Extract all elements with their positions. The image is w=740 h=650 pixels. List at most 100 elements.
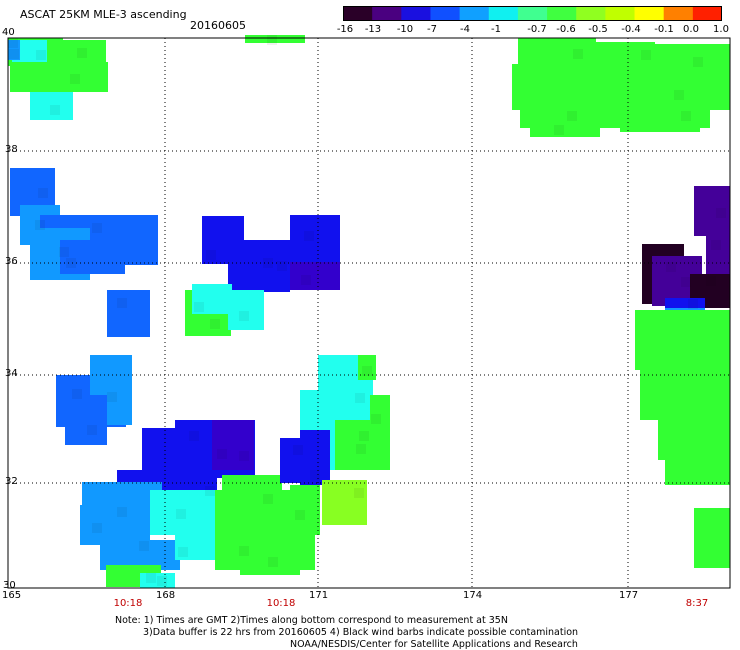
colorbar-segment (605, 6, 636, 21)
wind-cell-shade (293, 445, 303, 455)
wind-cell (658, 410, 730, 460)
wind-cell-shade (36, 50, 46, 60)
wind-cell-shade (117, 298, 127, 308)
longitude-label: 165 (2, 590, 22, 601)
wind-cell-shade (239, 546, 249, 556)
latitude-label: 38 (5, 144, 18, 155)
wind-cell (240, 555, 300, 575)
colorbar-label: -13 (364, 24, 382, 35)
wind-cell (620, 108, 700, 132)
wind-cell-shade (35, 220, 45, 230)
wind-cell (10, 62, 108, 92)
wind-cell-shade (70, 74, 80, 84)
colorbar-segment (488, 6, 519, 21)
colorbar-segment (343, 6, 373, 21)
wind-cell-shade (688, 299, 698, 309)
wind-cell-shade (681, 111, 691, 121)
colorbar-label: 0.0 (683, 24, 699, 35)
colorbar-segment (663, 6, 694, 21)
longitude-label: 177 (619, 590, 639, 601)
wind-cell-shade (681, 277, 691, 287)
wind-cell (80, 505, 150, 545)
time-label: 10:18 (113, 598, 143, 609)
wind-cell-shade (157, 576, 167, 586)
wind-cell-shade (567, 111, 577, 121)
wind-cell-shade (210, 319, 220, 329)
wind-cell-shade (117, 507, 127, 517)
wind-cell-shade (206, 250, 216, 260)
wind-cell (665, 455, 730, 485)
wind-cell-shade (38, 188, 48, 198)
colorbar-label: 1.0 (713, 24, 729, 35)
wind-cell-shade (176, 509, 186, 519)
colorbar-label: -0.6 (556, 24, 576, 35)
wind-cell-shade (146, 573, 156, 583)
colorbar-segment (547, 6, 577, 21)
note-line-3: NOAA/NESDIS/Center for Satellite Applica… (290, 639, 578, 650)
wind-cell (255, 258, 285, 292)
wind-cell-shade (92, 223, 102, 233)
latitude-label: 36 (5, 256, 18, 267)
wind-cell-shade (50, 105, 60, 115)
wind-cell-shade (371, 414, 381, 424)
wind-cell (65, 395, 107, 445)
latitude-label: 32 (5, 476, 18, 487)
wind-cell (140, 573, 175, 588)
wind-cell-shade (277, 261, 287, 271)
colorbar-segment (430, 6, 461, 21)
wind-cell-shade (59, 247, 69, 257)
wind-cell-shade (355, 393, 365, 403)
wind-cell-shade (92, 523, 102, 533)
longitude-label: 174 (463, 590, 483, 601)
colorbar-label: -0.4 (621, 24, 641, 35)
wind-cell (358, 355, 376, 380)
time-label: 8:37 (685, 598, 709, 609)
wind-cell-shade (362, 366, 372, 376)
wind-cell-shade (295, 510, 305, 520)
colorbar-label: -1 (491, 24, 501, 35)
wind-cell-shade (66, 258, 76, 268)
wind-cell (40, 40, 106, 65)
wind-cell-shade (674, 90, 684, 100)
wind-cell-shade (217, 449, 227, 459)
wind-cell-shade (239, 311, 249, 321)
wind-cell (192, 284, 232, 314)
wind-cell (530, 125, 600, 137)
wind-cell-shade (711, 240, 721, 250)
latitude-label: 30 (3, 580, 16, 591)
wind-swaths (8, 35, 730, 588)
wind-cell (245, 35, 305, 43)
wind-cell-shade (301, 275, 311, 285)
wind-cell (300, 430, 330, 485)
wind-cell-shade (268, 557, 278, 567)
colorbar-segment (634, 6, 665, 21)
wind-cell-shade (356, 444, 366, 454)
wind-cell (107, 290, 150, 337)
wind-cell (322, 480, 367, 525)
colorbar-segment (576, 6, 606, 21)
wind-cell-shade (666, 262, 676, 272)
map-title: ASCAT 25KM MLE-3 ascending (20, 8, 187, 21)
colorbar-segment (517, 6, 548, 21)
colorbar-segment (692, 6, 722, 21)
wind-cell-shade (77, 48, 87, 58)
wind-cell (290, 262, 340, 290)
colorbar-label: -4 (460, 24, 470, 35)
colorbar-label: -7 (427, 24, 437, 35)
colorbar-labels: -16 -13 -10 -7 -4 -1 -0.7 -0.6 -0.5 -0.4 -0.1 0.0 1.… (0, 24, 740, 38)
wind-cell (175, 505, 215, 560)
time-label: 10:18 (266, 598, 296, 609)
wind-cell-shade (359, 431, 369, 441)
wind-cell-shade (554, 125, 564, 135)
wind-cell-shade (304, 231, 314, 241)
wind-cell (228, 290, 264, 330)
colorbar-label: -16 (336, 24, 354, 35)
wind-cell-shade (706, 276, 716, 286)
note-line-1: Note: 1) Times are GMT 2)Times along bot… (115, 615, 508, 626)
wind-cell (60, 240, 125, 274)
wind-cell-shade (9, 49, 19, 59)
colorbar-label: -0.1 (654, 24, 674, 35)
wind-cell-shade (205, 486, 215, 496)
longitude-label: 168 (156, 590, 176, 601)
